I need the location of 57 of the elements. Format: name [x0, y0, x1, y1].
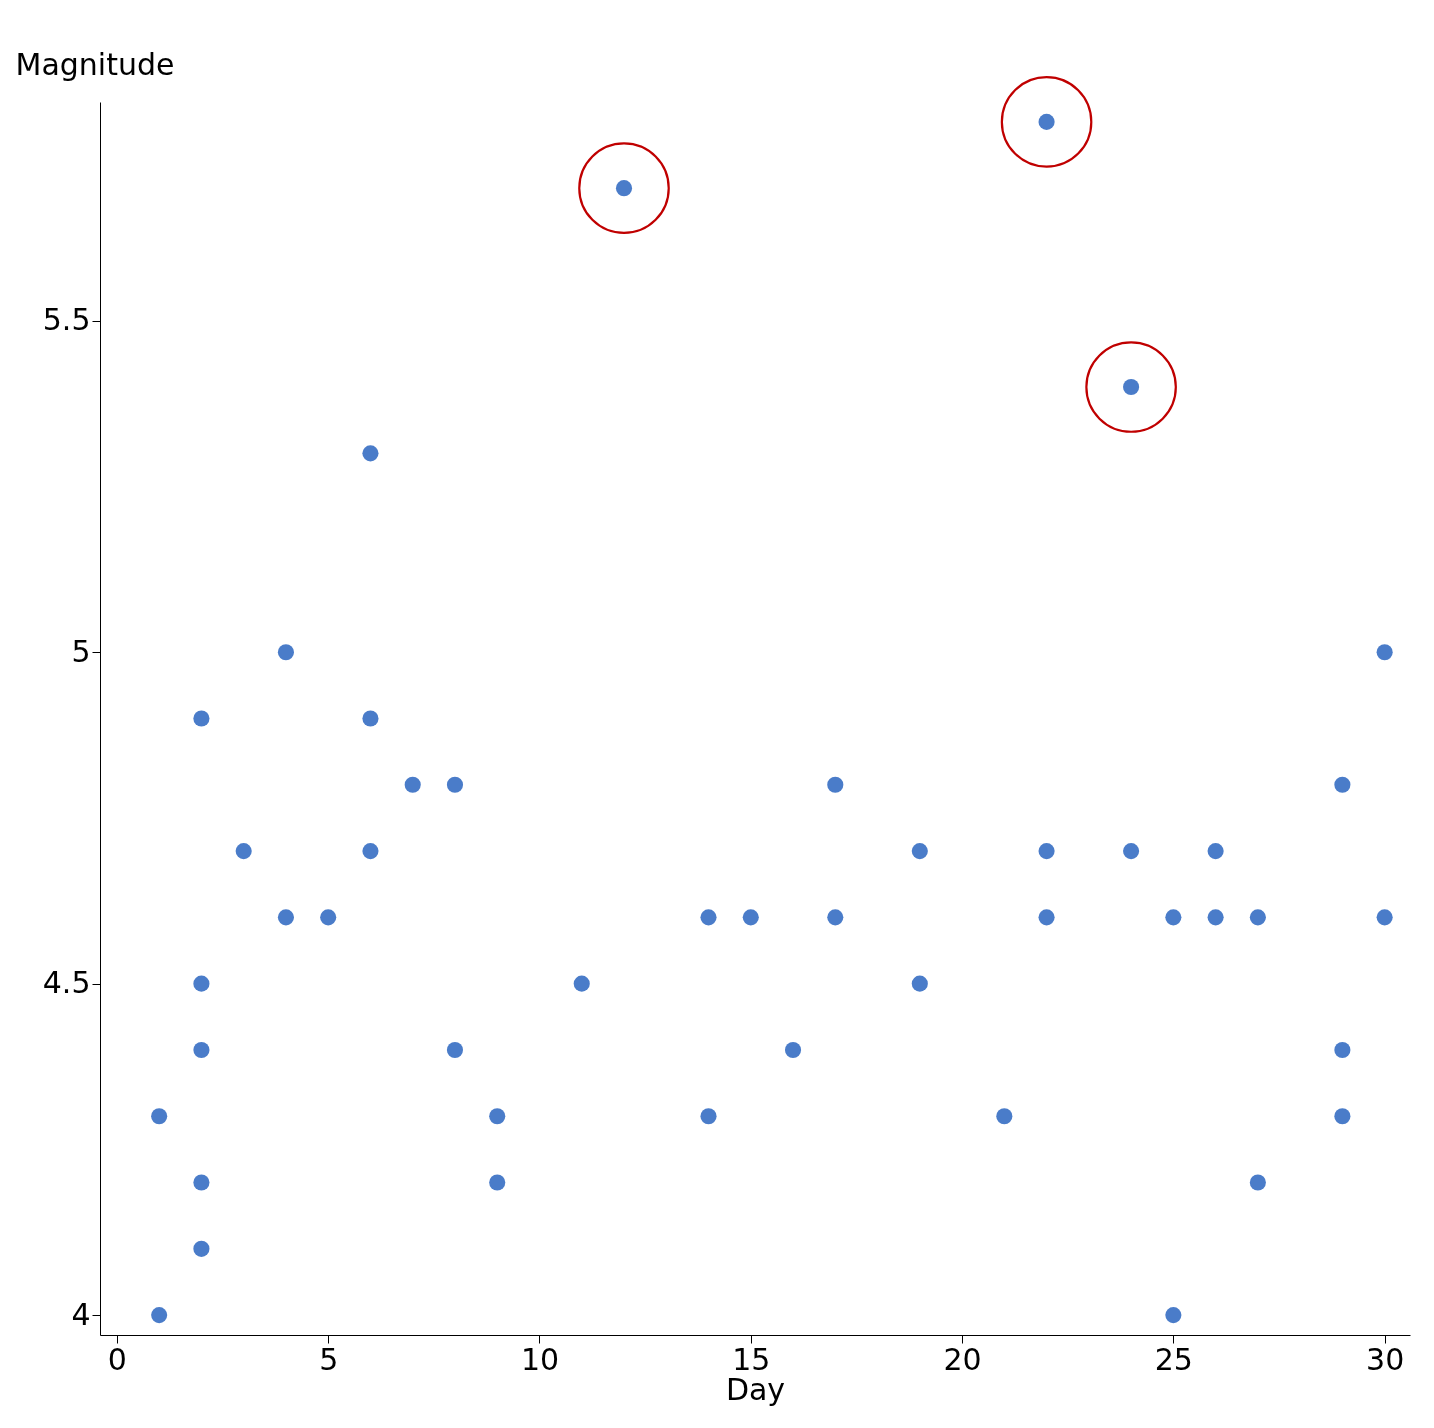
point	[277, 644, 294, 661]
point	[1038, 843, 1055, 860]
point	[1038, 113, 1055, 130]
point	[700, 1108, 717, 1125]
point	[1038, 909, 1055, 926]
point	[193, 1174, 210, 1191]
point	[1334, 1108, 1351, 1125]
point	[362, 843, 379, 860]
point	[700, 909, 717, 926]
x-tick-label: 30	[1366, 1341, 1405, 1377]
point	[911, 843, 928, 860]
point	[1123, 379, 1140, 396]
x-tick-label: 0	[107, 1341, 127, 1377]
point	[1249, 909, 1266, 926]
point	[193, 1041, 210, 1058]
point	[489, 1174, 506, 1191]
point	[193, 1240, 210, 1257]
point	[827, 776, 844, 793]
y-tick-label: 5	[71, 633, 91, 669]
point	[1249, 1174, 1266, 1191]
y-tick-label: 5.5	[42, 302, 91, 338]
point	[489, 1108, 506, 1125]
point	[1207, 843, 1224, 860]
point	[151, 1108, 168, 1125]
point	[827, 909, 844, 926]
point	[151, 1307, 168, 1324]
point	[1165, 909, 1182, 926]
point	[446, 1041, 464, 1058]
point	[573, 975, 590, 992]
point	[784, 1041, 802, 1058]
point	[193, 710, 210, 727]
x-tick-label: 25	[1154, 1341, 1193, 1377]
point	[911, 975, 928, 992]
point	[404, 776, 421, 793]
point	[742, 909, 759, 926]
point	[1123, 843, 1140, 860]
y-tick-label: 4.5	[42, 965, 91, 1001]
point	[277, 909, 294, 926]
x-tick-label: 10	[520, 1341, 560, 1377]
point	[1207, 909, 1224, 926]
y-axis-title: Magnitude	[15, 46, 175, 82]
x-tick-label: 5	[319, 1341, 339, 1377]
point	[193, 975, 210, 992]
point	[1376, 644, 1393, 661]
point	[1376, 909, 1393, 926]
point	[1334, 1041, 1351, 1058]
x-tick-label: 20	[943, 1341, 982, 1377]
point	[1165, 1307, 1182, 1324]
point	[362, 445, 379, 462]
point	[615, 180, 633, 197]
point	[996, 1108, 1013, 1125]
point	[362, 710, 379, 727]
y-tick-label: 4	[71, 1296, 91, 1332]
point	[1334, 776, 1351, 793]
point	[235, 843, 252, 860]
point	[446, 776, 464, 793]
point	[320, 909, 337, 926]
